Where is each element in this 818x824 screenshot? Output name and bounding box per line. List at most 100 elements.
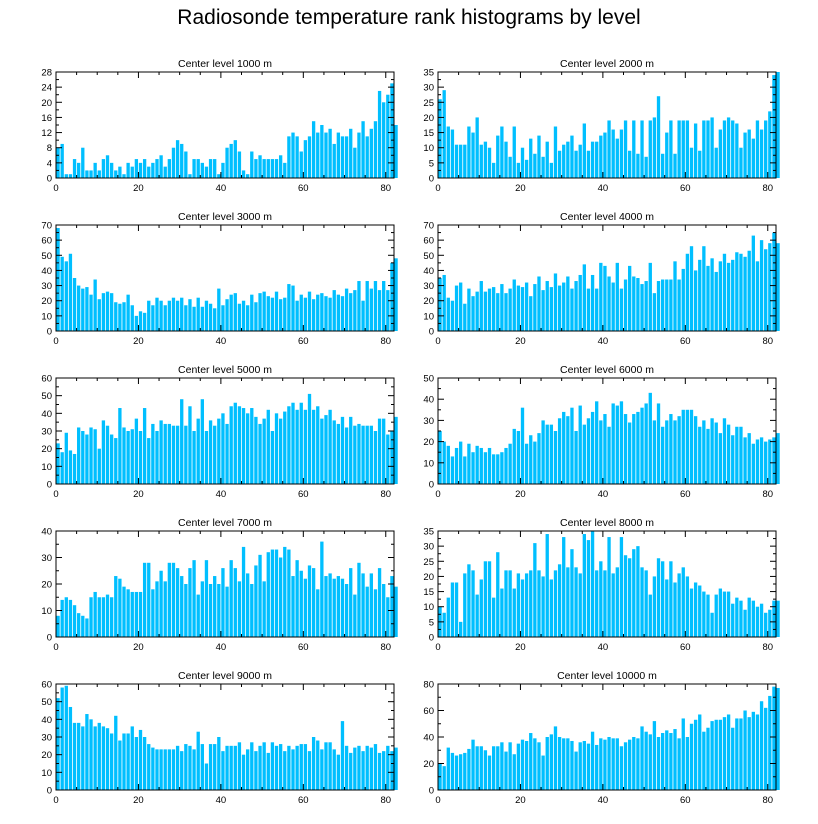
histogram-bar xyxy=(122,174,126,178)
histogram-bar xyxy=(89,294,93,331)
histogram-bar xyxy=(475,291,479,331)
histogram-bar xyxy=(246,305,250,331)
histogram-bar xyxy=(776,687,780,790)
x-tick-label: 80 xyxy=(380,336,391,347)
histogram-bar xyxy=(340,578,345,637)
x-tick-label: 60 xyxy=(298,183,309,194)
histogram-bar xyxy=(221,568,225,637)
histogram-bar xyxy=(311,568,316,637)
histogram-bar xyxy=(665,279,669,331)
histogram-bar xyxy=(623,414,628,484)
histogram-bar xyxy=(693,123,698,178)
histogram-bar xyxy=(483,291,488,331)
panel-title: Center level 3000 m xyxy=(178,211,272,223)
y-tick-label: 4 xyxy=(47,158,52,169)
histogram-bar xyxy=(483,452,488,484)
histogram-bar xyxy=(262,742,266,790)
histogram-bar xyxy=(619,288,624,331)
histogram-bar xyxy=(324,415,328,484)
histogram-bar xyxy=(303,409,308,484)
histogram-bar xyxy=(299,570,303,637)
histogram-bar xyxy=(640,407,644,484)
histogram-bar xyxy=(270,159,275,178)
x-tick-label: 40 xyxy=(216,795,227,806)
histogram-bar xyxy=(611,129,615,178)
histogram-bar xyxy=(735,123,739,178)
histogram-bar xyxy=(726,424,731,484)
histogram-bar xyxy=(623,555,628,637)
histogram-bar xyxy=(229,560,233,637)
histogram-bar xyxy=(204,300,209,331)
histogram-bar xyxy=(628,265,632,331)
histogram-bar xyxy=(681,409,685,484)
histogram-bar xyxy=(698,714,702,790)
histogram-bar xyxy=(570,740,574,790)
histogram-bar xyxy=(332,578,336,637)
histogram-bar xyxy=(307,565,312,637)
histogram-bar xyxy=(365,425,369,484)
histogram-bar xyxy=(549,287,554,331)
histogram-bar xyxy=(349,568,353,637)
y-tick-label: 30 xyxy=(423,281,434,292)
histogram-bar xyxy=(316,132,320,178)
histogram-bar xyxy=(159,749,163,790)
histogram-bar xyxy=(586,540,591,637)
histogram-bar xyxy=(60,452,64,484)
histogram-panel-7: Center level 7000 m 0 20 40 60 80 0 10 20 30 40 xyxy=(41,517,398,653)
histogram-bar xyxy=(496,552,500,637)
histogram-bar xyxy=(438,431,442,484)
histogram-bar xyxy=(151,162,155,178)
histogram-bar xyxy=(64,432,68,484)
histogram-bar xyxy=(266,159,270,178)
x-tick-label: 20 xyxy=(133,642,144,653)
histogram-bar xyxy=(250,294,254,331)
y-tick-label: 10 xyxy=(423,458,434,469)
x-tick-label: 20 xyxy=(133,795,144,806)
histogram-bar xyxy=(759,437,764,484)
histogram-bar xyxy=(450,129,455,178)
panel-title: Center level 7000 m xyxy=(178,517,272,529)
histogram-bar xyxy=(590,141,595,178)
histogram-bar xyxy=(702,420,706,484)
histogram-bar xyxy=(491,162,496,178)
x-tick-label: 60 xyxy=(680,642,691,653)
histogram-bar xyxy=(93,591,97,637)
histogram-bar xyxy=(776,433,780,484)
histogram-bar xyxy=(180,143,184,178)
histogram-bar xyxy=(524,740,529,790)
histogram-bar xyxy=(126,162,130,178)
histogram-bar xyxy=(184,151,188,178)
histogram-bar xyxy=(208,303,213,331)
histogram-bar xyxy=(442,766,446,790)
histogram-bar xyxy=(743,710,747,790)
histogram-bar xyxy=(496,135,500,178)
histogram-bar xyxy=(702,120,706,178)
histogram-bar xyxy=(467,126,471,178)
histogram-bar xyxy=(471,132,475,178)
histogram-bar xyxy=(644,403,648,484)
histogram-bar xyxy=(520,739,525,790)
histogram-bar xyxy=(459,282,463,331)
histogram-bar xyxy=(258,423,262,484)
x-tick-label: 20 xyxy=(515,183,526,194)
histogram-bar xyxy=(628,422,632,484)
histogram-bar xyxy=(184,425,188,484)
histogram-bar xyxy=(101,159,106,178)
y-tick-label: 16 xyxy=(41,113,52,124)
histogram-bar xyxy=(311,299,316,331)
histogram-bar xyxy=(274,549,279,637)
histogram-bar xyxy=(685,120,690,178)
histogram-bar xyxy=(217,584,221,637)
histogram-bar xyxy=(159,300,163,331)
histogram-bar xyxy=(739,147,743,178)
histogram-bar xyxy=(283,297,287,331)
histogram-bar xyxy=(483,750,488,790)
histogram-bar xyxy=(241,408,246,484)
histogram-bar xyxy=(81,431,85,484)
histogram-bar xyxy=(299,294,303,331)
histogram-bar xyxy=(151,747,155,790)
histogram-bar xyxy=(262,581,266,637)
histogram-bar xyxy=(665,579,669,637)
histogram-bar xyxy=(743,437,747,484)
histogram-bar xyxy=(582,264,586,331)
